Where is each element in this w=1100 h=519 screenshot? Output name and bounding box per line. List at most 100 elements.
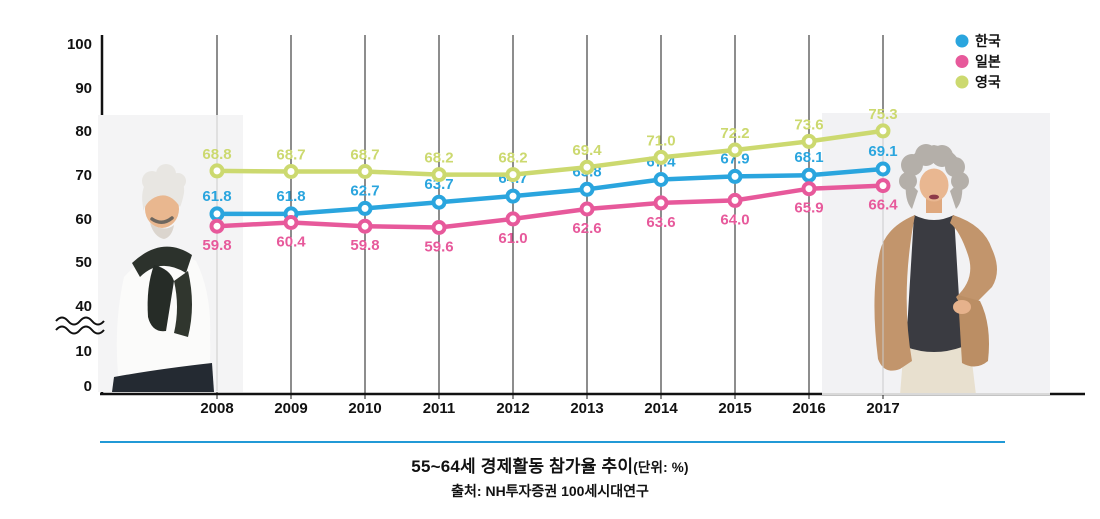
data-point-marker [283, 215, 299, 230]
x-tick-label: 2017 [866, 400, 899, 417]
data-point-marker [801, 133, 817, 149]
y-tick-label: 100 [67, 36, 92, 53]
data-point-marker [431, 220, 447, 235]
data-label: 63.7 [424, 176, 453, 193]
data-label: 68.8 [202, 146, 231, 163]
woman-knit-top [906, 215, 962, 352]
series-line-1 [214, 183, 886, 230]
x-tick-label: 2010 [348, 400, 381, 417]
data-point-marker [209, 206, 225, 222]
legend-swatch [955, 75, 969, 89]
data-point-marker [283, 164, 299, 179]
data-point-marker [727, 192, 743, 208]
man-pants [112, 363, 214, 392]
y-tick-label: 10 [75, 343, 92, 360]
data-label: 68.2 [424, 150, 453, 167]
data-point-marker [727, 142, 743, 158]
x-tick-label: 2013 [570, 400, 603, 417]
man-sweater-sleeve [174, 271, 192, 337]
elderly-woman-photo [822, 113, 1050, 395]
data-label: 61.0 [498, 230, 527, 247]
elderly-man-photo [98, 115, 243, 392]
x-tick-label: 2015 [718, 400, 751, 417]
data-label: 68.1 [794, 149, 823, 166]
caption-block: 55~64세 경제활동 참가율 추이(단위: %) 출처: NH투자증권 100… [0, 441, 1100, 501]
data-point-marker [357, 200, 373, 216]
data-label: 69.1 [868, 143, 897, 160]
data-label: 60.4 [276, 234, 306, 251]
overlay-layer [55, 113, 1050, 395]
data-label: 63.6 [646, 214, 675, 231]
chart-title-text: 55~64세 경제활동 참가율 추이 [411, 457, 634, 476]
axis-break-squiggle [55, 325, 105, 335]
legend-swatch [955, 55, 969, 68]
data-point-marker [801, 181, 817, 197]
data-label: 59.6 [424, 239, 453, 256]
x-tick-label: 2008 [200, 400, 233, 417]
series-layer: 61.861.862.763.764.765.867.467.968.169.1… [202, 106, 898, 256]
data-point-marker [505, 211, 521, 227]
source-text: 출처: NH투자증권 100세시대연구 [451, 483, 649, 499]
x-tick-label: 2012 [496, 400, 529, 417]
data-point-marker [653, 149, 669, 165]
data-point-marker [653, 195, 669, 211]
chart-unit-label: (단위: %) [633, 460, 689, 475]
woman-jacket [874, 215, 915, 371]
y-tick-label: 40 [75, 298, 92, 315]
data-point-marker [505, 167, 521, 183]
data-point-marker [653, 172, 669, 187]
data-point-marker [579, 201, 595, 217]
woman-pants [900, 345, 976, 395]
legend-label: 영국 [975, 74, 1001, 90]
x-tick-label: 2011 [423, 400, 456, 417]
data-label: 62.7 [350, 182, 379, 199]
data-point-marker [579, 181, 595, 197]
data-label: 65.9 [794, 200, 823, 217]
axis-break-squiggle [55, 316, 105, 326]
series-line-2 [214, 128, 886, 177]
man-sweater [132, 246, 192, 277]
series-line-0 [214, 166, 886, 217]
data-point-marker [579, 159, 595, 175]
data-point-marker [357, 218, 373, 234]
data-label: 68.7 [276, 147, 305, 164]
y-tick-label: 90 [75, 80, 92, 97]
data-point-marker [875, 161, 891, 177]
data-point-marker [727, 168, 743, 184]
chart-title: 55~64세 경제활동 참가율 추이(단위: %) [0, 441, 1100, 477]
data-label: 75.3 [868, 106, 897, 123]
y-tick-label: 60 [75, 211, 92, 228]
legend-label: 일본 [975, 54, 1001, 70]
y-tick-label: 0 [84, 378, 92, 395]
data-label: 66.4 [868, 197, 898, 214]
data-point-marker [875, 123, 891, 139]
data-point-marker [357, 164, 373, 179]
y-tick-label: 50 [75, 254, 92, 271]
data-label: 73.6 [794, 116, 823, 133]
data-label: 68.2 [498, 150, 527, 167]
data-point-marker [505, 188, 521, 204]
data-label: 59.8 [202, 237, 231, 254]
x-tick-label: 2016 [792, 400, 825, 417]
y-tick-label: 70 [75, 167, 92, 184]
woman-face [919, 168, 949, 202]
legend-label: 한국 [975, 33, 1001, 49]
data-label: 59.8 [350, 237, 379, 254]
woman-neck [926, 197, 942, 213]
woman-hand [953, 300, 971, 314]
x-tick-label: 2014 [644, 400, 678, 417]
y-tick-label: 80 [75, 123, 92, 140]
data-label: 61.8 [276, 188, 305, 205]
data-point-marker [209, 163, 225, 179]
data-label: 69.4 [572, 142, 602, 159]
woman-jacket-arm [950, 215, 997, 311]
man-mustache [150, 216, 174, 224]
data-point-marker [431, 194, 447, 210]
data-label: 64.0 [720, 211, 749, 228]
x-tick-label: 2009 [274, 400, 307, 417]
data-label: 71.0 [646, 132, 675, 149]
